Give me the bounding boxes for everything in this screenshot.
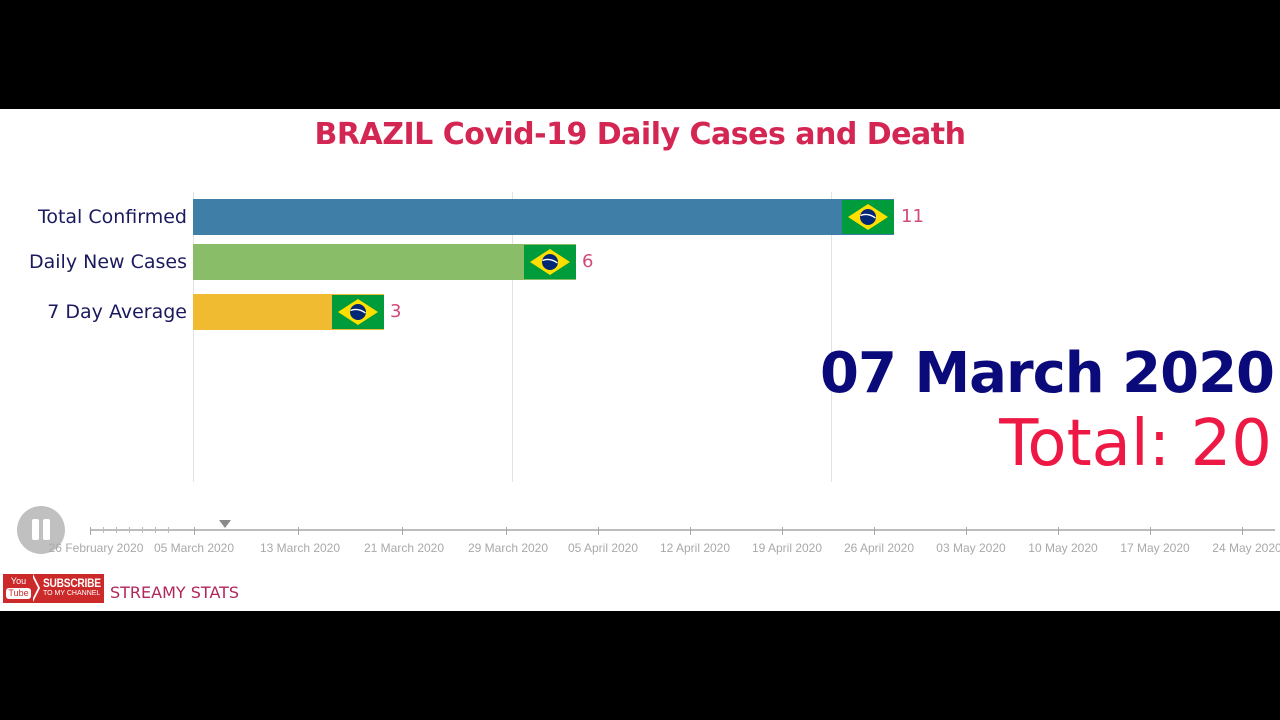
brazil-flag-icon (524, 245, 576, 279)
chart-title: BRAZIL Covid-19 Daily Cases and Death (314, 117, 966, 152)
bar-label: Daily New Cases (29, 251, 187, 273)
bar-value: 3 (390, 301, 402, 322)
pause-icon (32, 519, 39, 540)
channel-name: STREAMY STATS (110, 583, 240, 602)
bar-row-total-confirmed: Total Confirmed 11 (0, 199, 1280, 235)
timeline-slider[interactable]: 26 February 2020 05 March 2020 13 March … (49, 520, 1280, 555)
timeline-tick (103, 527, 104, 533)
youtube-logo-icon: You Tube (6, 576, 31, 601)
timeline-tick (142, 527, 143, 533)
youtube-you-text: You (10, 576, 27, 586)
timeline-tick (90, 527, 91, 535)
timeline-tick (155, 527, 156, 533)
bar-row-7-day-average: 7 Day Average 3 (0, 294, 1280, 330)
timeline-tick (966, 527, 967, 535)
timeline-playhead[interactable] (219, 520, 231, 528)
bar-label: Total Confirmed (37, 206, 187, 228)
timeline-label: 10 May 2020 (1028, 541, 1098, 555)
chart-panel: BRAZIL Covid-19 Daily Cases and Death To… (0, 109, 1280, 611)
timeline-tick (1242, 527, 1243, 535)
timeline-label: 26 February 2020 (48, 541, 144, 555)
timeline-label: 26 April 2020 (843, 541, 915, 555)
pause-icon (43, 519, 50, 540)
timeline-label: 19 April 2020 (751, 541, 823, 555)
timeline-tick (690, 527, 691, 535)
timeline-tick (1150, 527, 1151, 535)
timeline-tick (782, 527, 783, 535)
subscribe-button[interactable]: You Tube SUBSCRIBE TO MY CHANNEL (3, 574, 104, 603)
gridline-0 (193, 192, 194, 482)
bar-value: 6 (582, 251, 594, 272)
timeline-label: 29 March 2020 (467, 541, 549, 555)
brazil-flag-icon (332, 295, 384, 329)
gridline-5 (512, 192, 513, 482)
gridline-10 (831, 192, 832, 482)
subscribe-text: SUBSCRIBE TO MY CHANNEL (43, 577, 111, 599)
bar-value: 11 (901, 206, 924, 227)
timeline-label: 05 March 2020 (153, 541, 235, 555)
total-count-label: Total: 20 (999, 407, 1272, 481)
timeline-label: 24 May 2020 (1212, 541, 1280, 555)
timeline-tick (402, 527, 403, 535)
bar-daily-new-cases (193, 244, 576, 280)
timeline-tick (1058, 527, 1059, 535)
bar-chart: Total Confirmed 11 Daily New Cases 6 7 D… (0, 109, 1280, 509)
timeline-tick (116, 527, 117, 533)
timeline-label: 13 March 2020 (259, 541, 341, 555)
timeline-tick (129, 527, 130, 533)
bar-row-daily-new-cases: Daily New Cases 6 (0, 244, 1280, 280)
timeline-label: 17 May 2020 (1120, 541, 1190, 555)
bar-total-confirmed (193, 199, 894, 235)
timeline-label: 05 April 2020 (567, 541, 639, 555)
timeline-tick (506, 527, 507, 535)
subscribe-line1: SUBSCRIBE (43, 576, 101, 590)
bar-7-day-average (193, 294, 384, 330)
timeline-label: 12 April 2020 (659, 541, 731, 555)
current-date-label: 07 March 2020 (820, 341, 1275, 406)
brazil-flag-icon (842, 200, 894, 234)
subscribe-line2: TO MY CHANNEL (43, 590, 101, 597)
timeline-tick (598, 527, 599, 535)
timeline-tick (194, 527, 195, 535)
timeline-tick (168, 527, 169, 533)
timeline-label: 21 March 2020 (363, 541, 445, 555)
youtube-tube-text: Tube (6, 588, 31, 599)
chevron-inner (31, 574, 38, 602)
timeline-tick (874, 527, 875, 535)
timeline-tick (298, 527, 299, 535)
pause-button[interactable] (17, 506, 65, 554)
bar-label: 7 Day Average (47, 301, 187, 323)
timeline-label: 03 May 2020 (936, 541, 1006, 555)
